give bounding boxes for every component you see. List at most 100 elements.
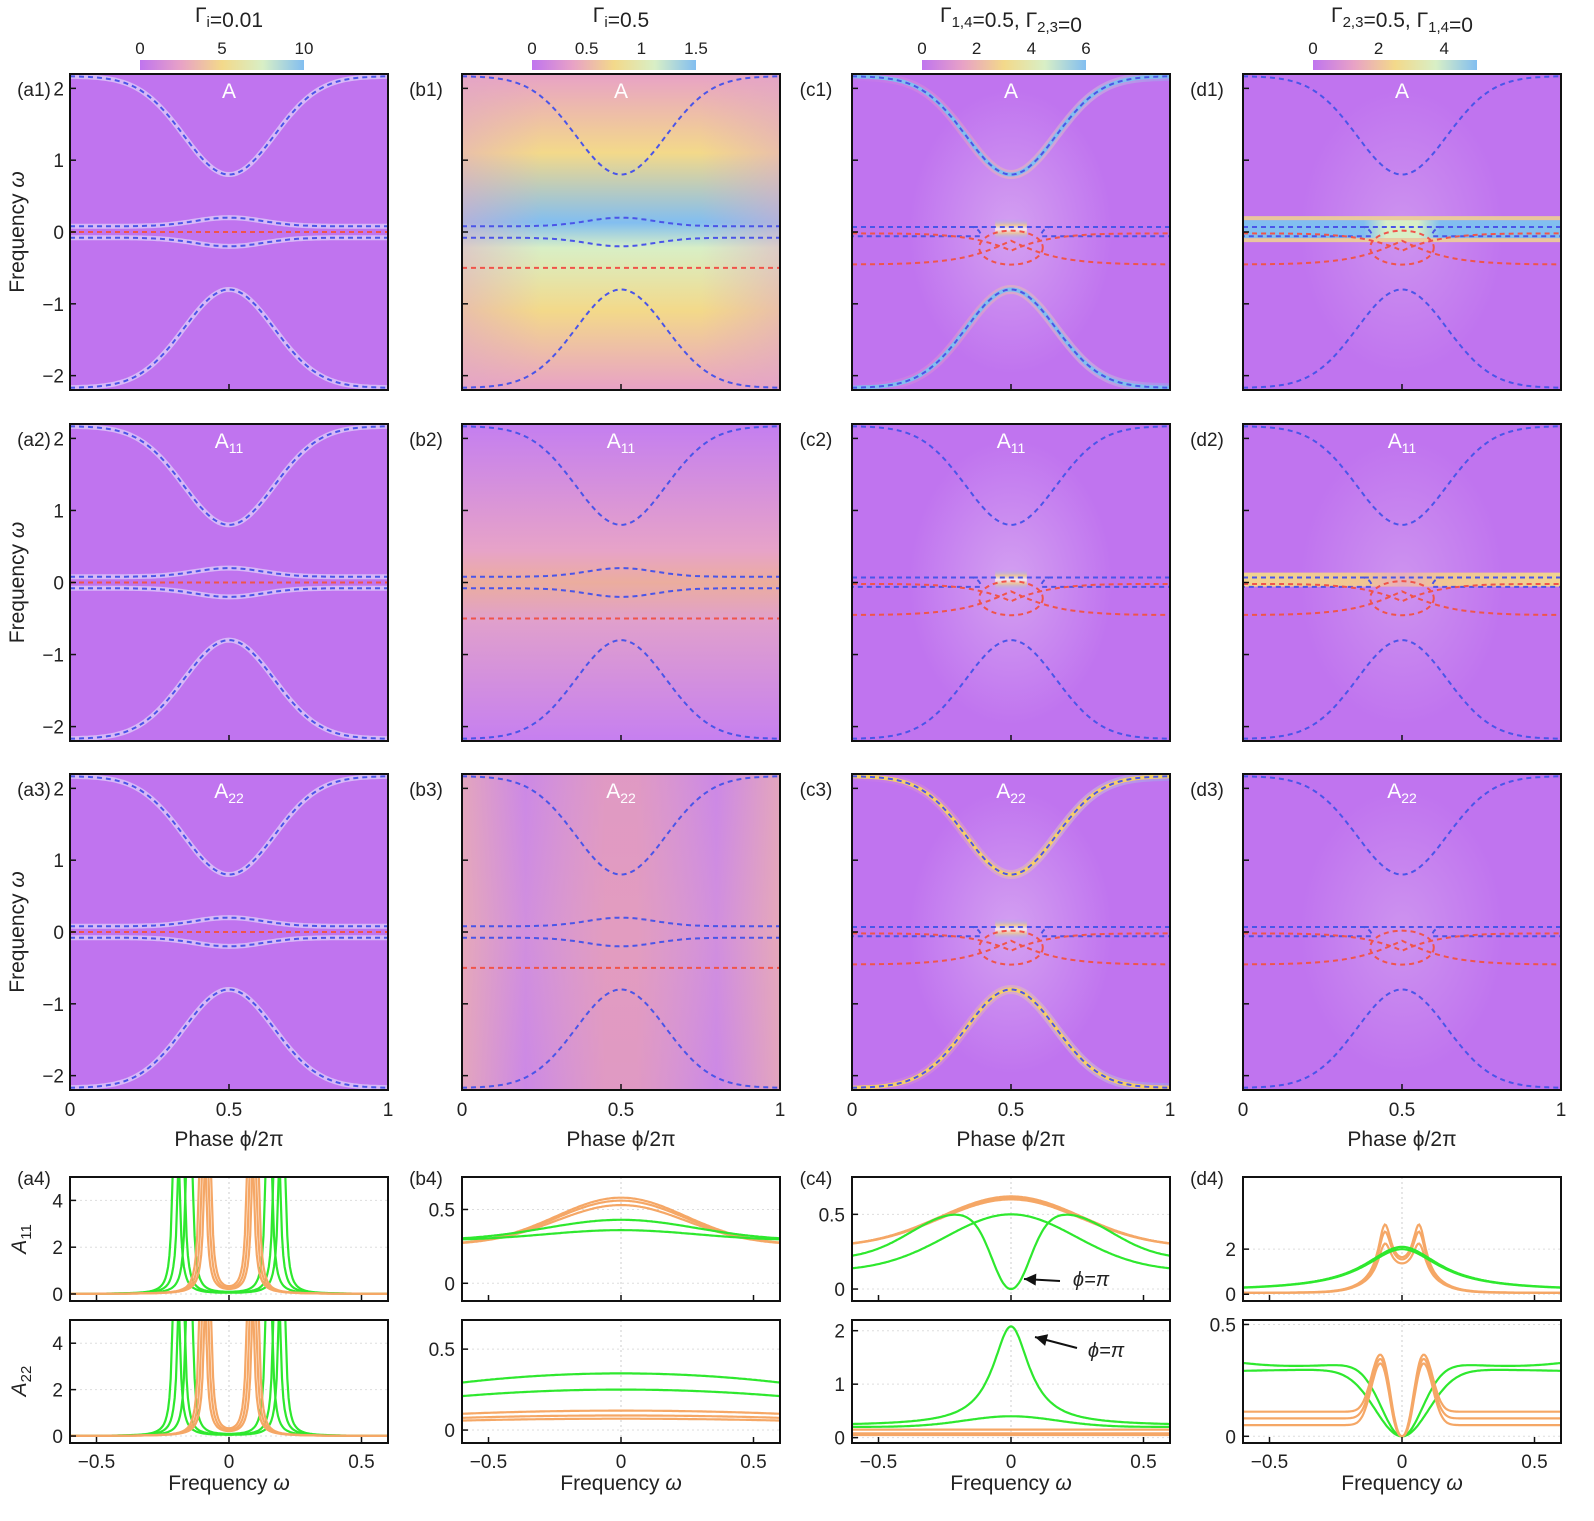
band-line-red [1243,582,1561,603]
annotation-label: ϕ=π [1073,1269,1110,1291]
band-line-blue [70,587,388,598]
y-tick-label: −2 [42,367,64,388]
colorbar-tick-label: 4 [1439,39,1448,58]
panel-label: (a2) [17,430,51,451]
band-line-red [1369,580,1435,617]
x-tick-label: 1 [775,1100,786,1121]
center-glow [995,219,1027,240]
x-tick-label: 0 [616,1452,627,1473]
x-tick-label: 1 [1165,1100,1176,1121]
band-halo [70,215,388,229]
x-tick-label: 1 [383,1100,394,1121]
colorbar: 0 2 4 6 [917,39,1091,70]
heatmap-background [462,424,780,741]
panel-label: (b4) [409,1169,443,1190]
colorbar-tick-label: 1 [637,39,646,58]
y-tick-label: 2 [834,1322,845,1343]
data-curve [462,1388,780,1398]
y-tick-label: 1 [53,851,64,872]
band-line-red [852,582,1170,603]
colorbar: 0 5 10 [135,39,313,70]
colorbar-gradient [1313,60,1477,70]
y-tick-label: 0 [834,1280,845,1301]
heatmap-a3: −2 −1 0 1 2 0 0.5 1 (a3) A22 [17,773,394,1121]
colorbar-tick-label: 6 [1081,39,1090,58]
data-curve [462,1409,780,1415]
y-tick-label: 0 [444,1274,455,1295]
x-axis-label: Frequency ω [950,1472,1071,1495]
band-halo [70,986,388,1090]
band-halo [70,424,388,528]
data-curve [462,1229,780,1241]
y-tick-label: 4 [52,1191,63,1212]
y-tick-label: 2 [53,779,64,800]
x-axis-label: Phase ϕ/2π [174,1128,283,1151]
y-axis-label: Frequency ω [6,171,29,292]
band-glow [852,287,1170,390]
colorbar-tick-label: 0 [917,39,926,58]
data-curve [1243,1247,1561,1289]
x-tick-label: 0.5 [608,1100,634,1121]
data-curve [852,1213,1170,1291]
band-halo [70,915,388,929]
column-title: Γ2,3=0.5, Γ1,4=0 [1331,4,1473,37]
band-line-blue [462,587,780,598]
y-tick-label: 0 [53,223,64,244]
y-tick-label: 2 [52,1381,63,1402]
colorbar-tick-label: 10 [295,39,314,58]
y-axis-label: Frequency ω [6,522,29,643]
heatmap-shading [462,74,780,390]
heatmap-b3: 0 0.5 1 (b3) A22 [409,773,786,1121]
data-curve [852,1198,1170,1245]
band-line-red [978,580,1044,617]
band-line-red [978,229,1044,266]
data-curve [1243,1223,1561,1294]
y-tick-label: −1 [42,646,64,667]
flat-band-glow [1243,572,1561,587]
colorbar-tick-label: 0 [135,39,144,58]
x-tick-label: 0.5 [740,1452,766,1473]
line-panel-b4-A22: 0 0.5 −0.5 0 0.5 [429,1319,781,1473]
panel-label: (a4) [17,1169,51,1190]
y-tick-label: 0 [1225,1427,1236,1448]
data-curve [852,1195,1170,1245]
band-glow [852,774,1170,877]
x-tick-label: 0.5 [1521,1452,1547,1473]
band-glow [852,74,1170,177]
y-axis-label: A22 [8,1366,35,1399]
line-panel-d4-A22: 0 0.5 −0.5 0 0.5 [1210,1315,1562,1473]
data-curve [852,1325,1170,1426]
panel-label: (d4) [1190,1169,1224,1190]
band-line-blue [70,567,388,578]
band-line-red [978,929,1044,966]
panel-label: (d3) [1190,780,1224,801]
x-tick-label: 0.5 [1130,1452,1156,1473]
y-tick-label: 0.5 [429,1340,455,1361]
colorbar-tick-label: 0 [1308,39,1317,58]
y-tick-label: 0 [834,1429,845,1450]
x-axis-label: Phase ϕ/2π [1347,1128,1456,1151]
data-curve [462,1218,780,1240]
data-curve [462,1414,780,1419]
line-panel-a4-A22: 0 2 4 −0.5 0 0.5 [52,1319,389,1473]
heatmap-b1: (b1) A [409,73,781,391]
band-line-red [1243,239,1561,266]
band-halo [70,235,388,249]
y-tick-label: −1 [42,995,64,1016]
x-axis-label: Frequency ω [1341,1472,1462,1495]
panel-label: (c3) [800,780,833,801]
panel-title: A22 [1387,780,1417,806]
colorbar-gradient [140,60,304,70]
y-tick-label: 2 [53,79,64,100]
y-tick-label: 4 [52,1334,63,1355]
band-line-red [1243,939,1561,966]
x-tick-label: −0.5 [78,1452,116,1473]
colorbar-tick-label: 0 [527,39,536,58]
panel-title: A11 [997,430,1026,456]
x-tick-label: 0 [224,1452,235,1473]
x-tick-label: 0.5 [348,1452,374,1473]
data-curve [852,1415,1170,1428]
colorbar-tick-label: 1.5 [684,39,708,58]
